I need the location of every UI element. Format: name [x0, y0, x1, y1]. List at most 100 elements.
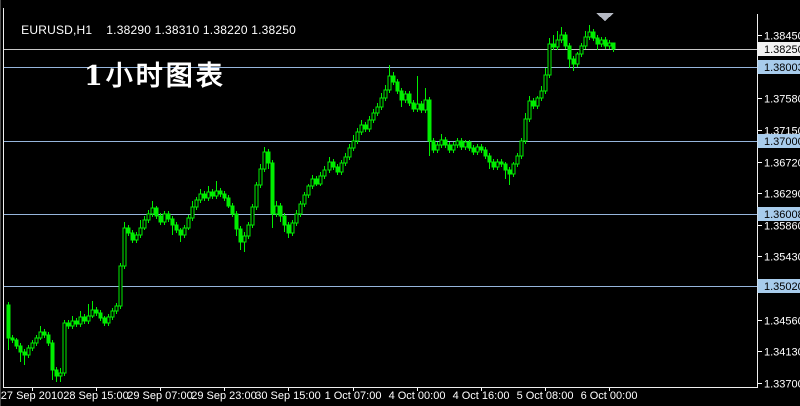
candle-body: [218, 190, 223, 195]
candle-body: [603, 39, 608, 47]
current-price-badge: [757, 42, 800, 56]
candle-body: [126, 227, 131, 234]
candle-body: [194, 199, 199, 208]
candle-body: [363, 124, 368, 130]
candle-body: [507, 169, 512, 175]
candle-body: [154, 207, 159, 217]
candle-body: [539, 90, 544, 99]
candle-body: [543, 74, 548, 92]
candle-body: [555, 39, 560, 48]
candle-body: [567, 45, 572, 60]
candle-body: [98, 312, 103, 319]
candle-body: [158, 215, 163, 223]
candle-body: [503, 163, 508, 171]
candle-body: [423, 99, 428, 111]
price-tick-label: 1.37580: [764, 94, 800, 106]
candle-body: [22, 351, 27, 356]
candle-body: [483, 149, 488, 157]
price-tick-label: 1.34130: [764, 347, 800, 359]
candles-group: [6, 25, 616, 382]
candle-body: [118, 265, 123, 307]
candle-body: [82, 316, 87, 322]
price-level-badge: [757, 60, 800, 74]
candle-body: [42, 331, 47, 336]
candle-body: [515, 155, 520, 165]
candle-body: [467, 141, 472, 149]
candle-body: [443, 139, 448, 146]
price-level-badge-label: 1.35020: [764, 281, 800, 293]
date-tick-label: 29 Sep 23:00: [191, 390, 256, 402]
high-marker-icon: [596, 13, 614, 21]
candle-body: [427, 99, 432, 142]
candle-body: [166, 213, 171, 220]
candle-body: [447, 144, 452, 151]
price-level-badge: [757, 134, 800, 148]
date-tick-label: 29 Sep 07:00: [127, 390, 192, 402]
candle-body: [487, 155, 492, 163]
candle-body: [379, 97, 384, 108]
date-tick-label: 6 Oct 00:00: [581, 390, 638, 402]
candle-body: [94, 309, 99, 314]
candle-body: [367, 119, 372, 130]
candle-body: [66, 322, 71, 327]
candle-body: [579, 45, 584, 55]
candle-body: [254, 184, 259, 208]
date-tick-label: 27 Sep 2010: [1, 390, 63, 402]
candle-body: [146, 213, 151, 221]
candle-body: [202, 193, 207, 199]
price-axis[interactable]: 1.384501.375801.371501.367201.362901.358…: [757, 31, 800, 391]
candle-body: [355, 131, 360, 142]
candle-body: [435, 144, 440, 151]
candle-body: [162, 213, 167, 223]
candle-body: [134, 234, 139, 241]
candle-body: [371, 112, 376, 121]
candle-body: [86, 315, 91, 322]
candle-body: [90, 309, 95, 317]
candle-body: [62, 322, 67, 374]
candle-body: [383, 89, 388, 99]
candle-body: [322, 169, 327, 177]
candle-body: [298, 203, 303, 215]
candle-body: [294, 213, 299, 224]
candle-body: [274, 205, 279, 215]
candle-body: [270, 162, 275, 215]
date-tick-label: 30 Sep 15:00: [255, 390, 320, 402]
candle-body: [535, 97, 540, 107]
candle-body: [471, 147, 476, 153]
candle-body: [318, 175, 323, 185]
candle-body: [246, 224, 251, 237]
candle-body: [14, 339, 19, 347]
candle-body: [74, 320, 79, 325]
price-level-badge: [757, 279, 800, 293]
price-tick-label: 1.36290: [764, 189, 800, 201]
candle-body: [391, 75, 396, 83]
candle-body: [18, 345, 23, 353]
candle-body: [106, 316, 111, 324]
candle-body: [595, 37, 600, 45]
candle-body: [30, 342, 35, 349]
candle-body: [222, 193, 227, 199]
candle-body: [6, 304, 11, 339]
candle-body: [415, 103, 420, 110]
candle-body: [174, 224, 179, 231]
candle-body: [242, 235, 247, 243]
candle-body: [359, 124, 364, 133]
candle-body: [186, 217, 191, 229]
candle-body: [587, 31, 592, 38]
candle-body: [439, 139, 444, 146]
candle-body: [258, 168, 263, 186]
symbol-period-label: EURUSD,H1: [21, 23, 93, 37]
candle-body: [335, 166, 340, 173]
candle-body: [411, 102, 416, 110]
candle-body: [46, 334, 51, 344]
price-level-badge-label: 1.37000: [764, 136, 800, 148]
candle-body: [290, 222, 295, 234]
candle-body: [495, 161, 500, 168]
candle-body: [182, 227, 187, 236]
candle-body: [286, 224, 291, 234]
candle-body: [491, 161, 496, 168]
candle-body: [387, 75, 392, 91]
candle-body: [262, 151, 267, 170]
